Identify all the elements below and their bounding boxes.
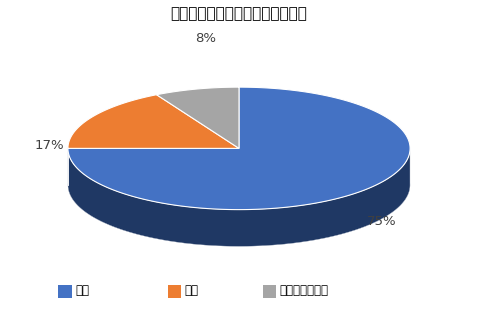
Text: 75%: 75% [367, 215, 396, 228]
Bar [58, 285, 72, 298]
Text: 満足: 満足 [75, 284, 89, 297]
Text: 17%: 17% [34, 139, 64, 152]
Text: 不満: 不満 [185, 284, 198, 297]
Bar [263, 285, 276, 298]
Bar [168, 285, 181, 298]
Text: どちらでもない: どちらでもない [280, 284, 328, 297]
Polygon shape [157, 87, 239, 148]
Polygon shape [68, 87, 410, 210]
Polygon shape [68, 148, 410, 246]
Polygon shape [68, 95, 239, 148]
Ellipse shape [68, 124, 410, 246]
Text: シエンタの乗り心地・満足度調査: シエンタの乗り心地・満足度調査 [171, 6, 307, 21]
Text: 8%: 8% [195, 32, 216, 44]
